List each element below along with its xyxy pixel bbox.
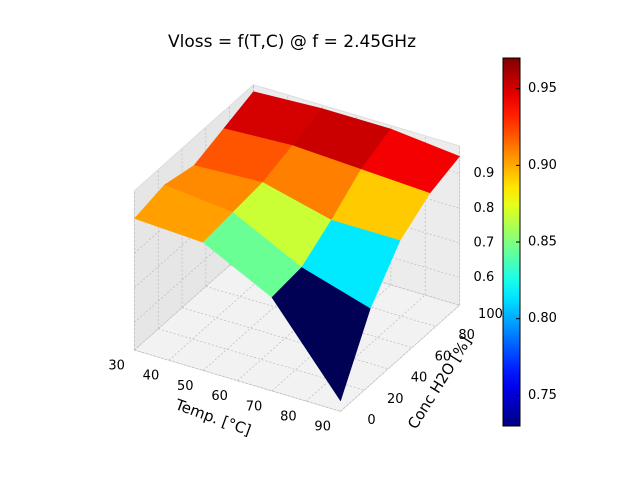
x-tick-label: 70: [246, 399, 263, 414]
grid-line: [340, 304, 460, 412]
x-tick-label: 50: [177, 379, 194, 394]
y-tick-label: 100: [478, 307, 503, 322]
x-tick-label: 90: [314, 420, 331, 435]
grid-line: [305, 294, 426, 402]
x-tick-label: 60: [211, 389, 228, 404]
surface-patch: [271, 267, 371, 402]
colorbar-tick-label: 0.75: [528, 388, 557, 403]
y-tick-label: 20: [387, 392, 404, 407]
y-tick-label: 60: [435, 349, 452, 364]
colorbar-tick-label: 0.80: [528, 311, 557, 326]
chart-title: Vloss = f(T,C) @ f = 2.45GHz: [168, 32, 416, 52]
z-tick-label: 0.9: [474, 166, 495, 181]
z-tick-label: 0.7: [474, 235, 495, 250]
y-tick-label: 40: [411, 371, 428, 386]
z-tick-label: 0.6: [474, 270, 495, 285]
x-tick-label: 30: [108, 358, 125, 373]
x-tick-label: 80: [280, 409, 297, 424]
colorbar-tick-label: 0.90: [528, 158, 557, 173]
colorbar-tick-label: 0.85: [528, 235, 557, 250]
z-tick-label: 0.8: [474, 201, 495, 216]
y-tick-label: 80: [458, 328, 475, 343]
colorbar-tick-label: 0.95: [528, 81, 557, 96]
y-tick-label: 0: [367, 413, 375, 428]
x-tick-label: 40: [143, 369, 160, 384]
